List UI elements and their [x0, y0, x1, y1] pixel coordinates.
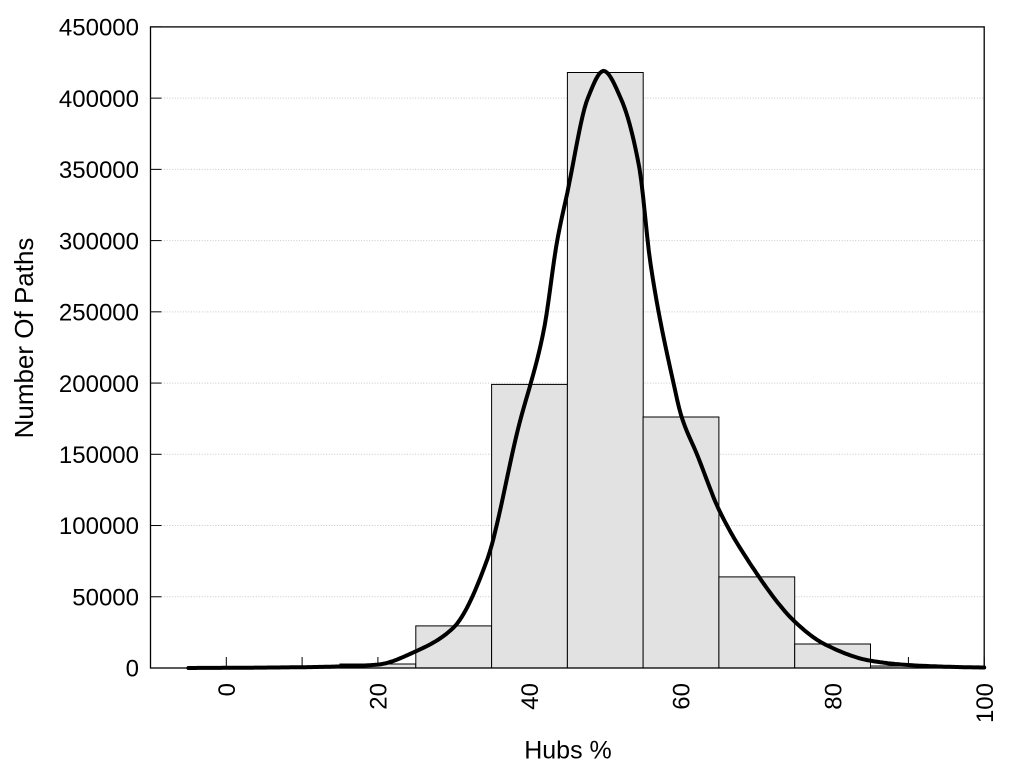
svg-text:80: 80	[820, 683, 847, 710]
svg-text:400000: 400000	[59, 86, 139, 113]
svg-text:0: 0	[126, 656, 139, 683]
svg-text:40: 40	[517, 683, 544, 710]
svg-text:100: 100	[972, 683, 999, 723]
svg-text:Hubs %: Hubs %	[524, 737, 612, 765]
svg-text:450000: 450000	[59, 15, 139, 42]
svg-text:350000: 350000	[59, 157, 139, 184]
svg-text:50000: 50000	[72, 585, 139, 612]
svg-text:60: 60	[669, 683, 696, 710]
svg-text:0: 0	[214, 683, 241, 696]
svg-text:20: 20	[366, 683, 393, 710]
svg-text:200000: 200000	[59, 371, 139, 398]
svg-text:100000: 100000	[59, 513, 139, 540]
svg-text:250000: 250000	[59, 300, 139, 327]
svg-text:150000: 150000	[59, 442, 139, 469]
svg-text:300000: 300000	[59, 228, 139, 255]
svg-text:Number Of Paths: Number Of Paths	[9, 238, 39, 439]
